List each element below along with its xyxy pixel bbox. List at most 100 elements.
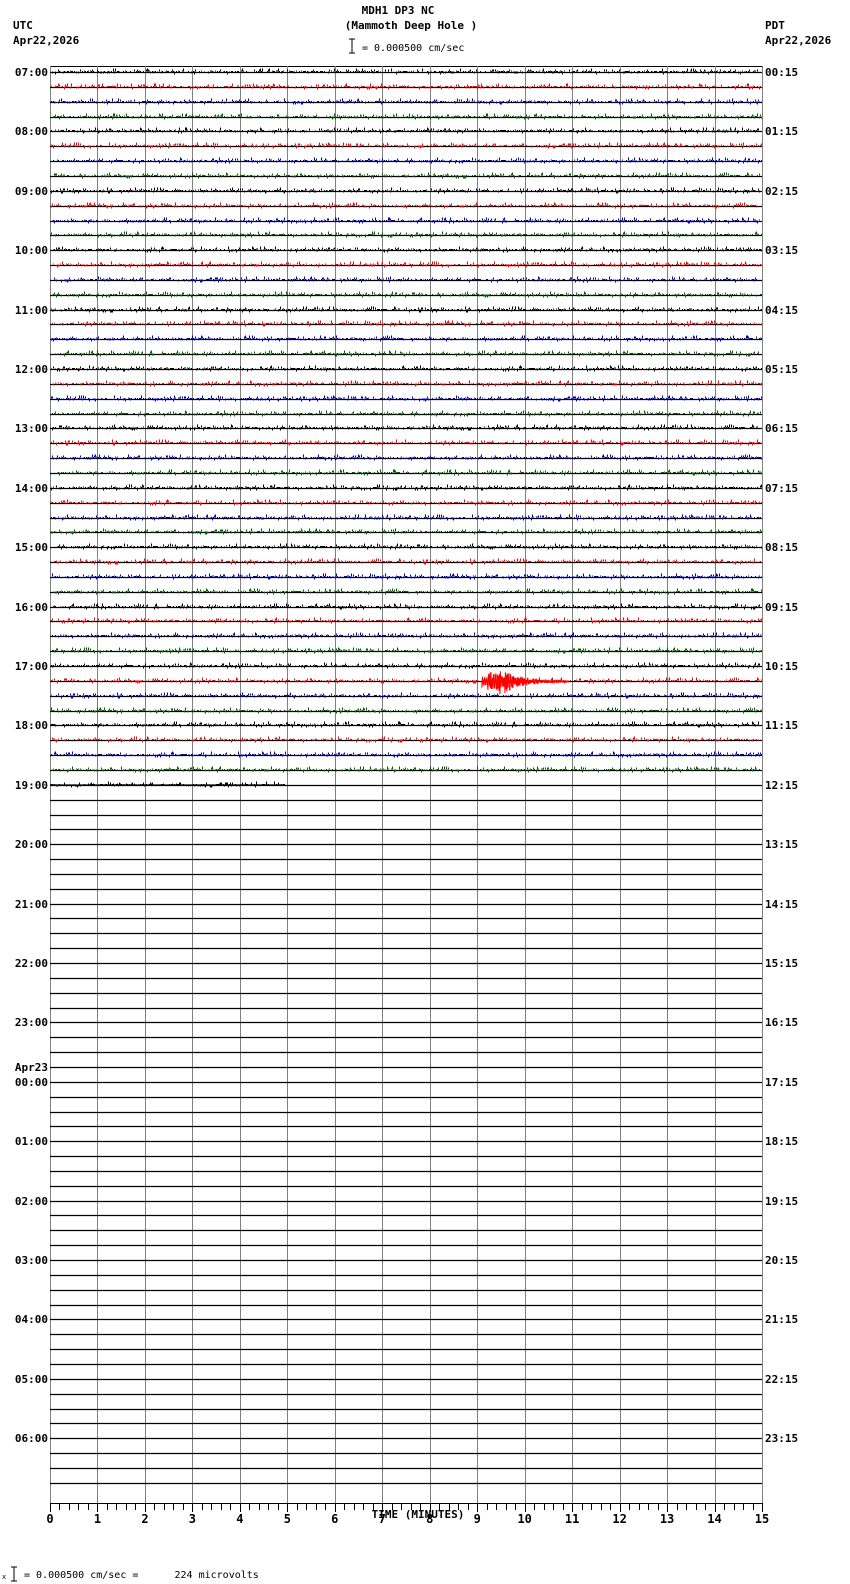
x-tick-label: 12 [612, 1512, 626, 1526]
utc-time-label: 03:00 [14, 1253, 48, 1267]
pdt-time-label: 17:15 [765, 1075, 799, 1089]
seismic-event-waveform [481, 671, 568, 695]
utc-time-label: 09:00 [14, 184, 48, 198]
x-tick-label: 1 [94, 1512, 101, 1526]
trace-row [51, 83, 761, 90]
trace-row [52, 320, 762, 327]
utc-time-label: 13:00 [14, 421, 48, 435]
pdt-time-label: 20:15 [765, 1253, 799, 1267]
station-location: (Mammoth Deep Hole ) [344, 19, 478, 32]
trace-row [57, 469, 762, 476]
x-tick-label: 2 [141, 1512, 148, 1526]
trace-row [51, 231, 762, 238]
x-tick-label: 9 [474, 1512, 481, 1526]
trace-row [51, 127, 759, 134]
trace-row [52, 766, 760, 773]
pdt-time-label: 23:15 [765, 1431, 799, 1445]
trace-row [51, 662, 760, 669]
x-axis-title: TIME (MINUTES) [371, 1508, 465, 1521]
trace-row [51, 484, 762, 491]
x-tick-label: 3 [189, 1512, 196, 1526]
utc-date-label: Apr23 [14, 1060, 48, 1074]
utc-time-label: 00:00 [14, 1075, 48, 1089]
utc-time-label: 18:00 [14, 718, 48, 732]
left-date: Apr22,2026 [13, 34, 80, 47]
trace-row [54, 276, 757, 283]
trace-row [53, 246, 762, 253]
pdt-time-label: 22:15 [765, 1372, 799, 1386]
pdt-time-label: 19:15 [765, 1194, 799, 1208]
station-title: MDH1 DP3 NC [361, 4, 435, 17]
footer-scale-bar-icon [11, 1566, 17, 1582]
pdt-time-label: 02:15 [765, 184, 799, 198]
x-tick-label: 13 [660, 1512, 674, 1526]
pdt-time-label: 21:15 [765, 1312, 799, 1326]
scale-bar-icon [349, 38, 355, 54]
trace-row [54, 558, 761, 565]
trace-row [51, 721, 759, 728]
trace-row [53, 588, 762, 595]
trace-row [53, 157, 762, 164]
trace-row [51, 187, 760, 194]
pdt-time-label: 03:15 [765, 243, 799, 257]
trace-row [51, 528, 762, 535]
left-timezone: UTC [13, 19, 33, 32]
trace-row [52, 217, 760, 224]
trace-row [53, 261, 762, 268]
pdt-time-label: 12:15 [765, 778, 799, 792]
pdt-time-label: 11:15 [765, 718, 799, 732]
x-tick-label: 15 [755, 1512, 769, 1526]
x-tick-label: 0 [46, 1512, 53, 1526]
trace-row [51, 98, 762, 105]
right-date: Apr22,2026 [765, 34, 832, 47]
trace-row [51, 499, 762, 506]
utc-time-label: 15:00 [14, 540, 48, 554]
trace-row [51, 707, 762, 714]
pdt-time-label: 07:15 [765, 481, 799, 495]
utc-time-label: 06:00 [14, 1431, 48, 1445]
trace-row [57, 543, 762, 550]
pdt-time-label: 06:15 [765, 421, 799, 435]
right-timezone: PDT [765, 19, 785, 32]
trace-row [52, 573, 762, 580]
pdt-time-label: 08:15 [765, 540, 799, 554]
trace-row [51, 365, 762, 372]
trace-row [52, 68, 758, 75]
x-tick-label: 7 [379, 1512, 386, 1526]
pdt-time-label: 14:15 [765, 897, 799, 911]
utc-time-label: 21:00 [14, 897, 48, 911]
pdt-time-label: 15:15 [765, 956, 799, 970]
pdt-time-label: 18:15 [765, 1134, 799, 1148]
trace-row [52, 424, 758, 431]
utc-time-label: 08:00 [14, 124, 48, 138]
trace-row [52, 454, 762, 461]
scale-label: = 0.000500 cm/sec [362, 43, 465, 54]
x-tick-label: 5 [284, 1512, 291, 1526]
trace-row [52, 291, 762, 298]
utc-time-label: 04:00 [14, 1312, 48, 1326]
trace-row [51, 677, 762, 684]
trace-row [51, 692, 762, 699]
trace-row [51, 335, 762, 342]
trace-row [53, 113, 762, 120]
utc-time-label: 16:00 [14, 600, 48, 614]
utc-time-label: 22:00 [14, 956, 48, 970]
utc-time-label: 11:00 [14, 303, 48, 317]
trace-row [53, 603, 760, 610]
x-tick-label: 14 [707, 1512, 721, 1526]
utc-time-label: 23:00 [14, 1015, 48, 1029]
trace-row [51, 202, 757, 209]
utc-time-label: 12:00 [14, 362, 48, 376]
pdt-time-label: 16:15 [765, 1015, 799, 1029]
utc-time-label: 05:00 [14, 1372, 48, 1386]
x-tick-label: 6 [331, 1512, 338, 1526]
x-tick-label: 11 [565, 1512, 579, 1526]
trace-row [52, 647, 762, 654]
utc-time-label: 17:00 [14, 659, 48, 673]
utc-time-label: 19:00 [14, 778, 48, 792]
pdt-time-label: 10:15 [765, 659, 799, 673]
trace-row [51, 395, 762, 402]
x-tick-label: 4 [236, 1512, 243, 1526]
utc-time-label: 07:00 [14, 65, 48, 79]
